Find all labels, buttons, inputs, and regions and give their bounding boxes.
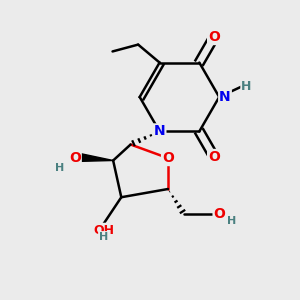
- Polygon shape: [80, 154, 113, 161]
- Text: O: O: [208, 30, 220, 44]
- Text: H: H: [227, 216, 236, 226]
- Text: O: O: [69, 151, 81, 164]
- Text: O: O: [162, 151, 174, 165]
- Text: H: H: [99, 232, 108, 242]
- Text: N: N: [154, 124, 165, 138]
- Text: O: O: [208, 150, 220, 164]
- Text: O: O: [214, 207, 226, 221]
- Text: H: H: [55, 163, 64, 173]
- Text: N: N: [219, 90, 231, 104]
- Text: H: H: [241, 80, 252, 93]
- Text: OH: OH: [93, 224, 114, 237]
